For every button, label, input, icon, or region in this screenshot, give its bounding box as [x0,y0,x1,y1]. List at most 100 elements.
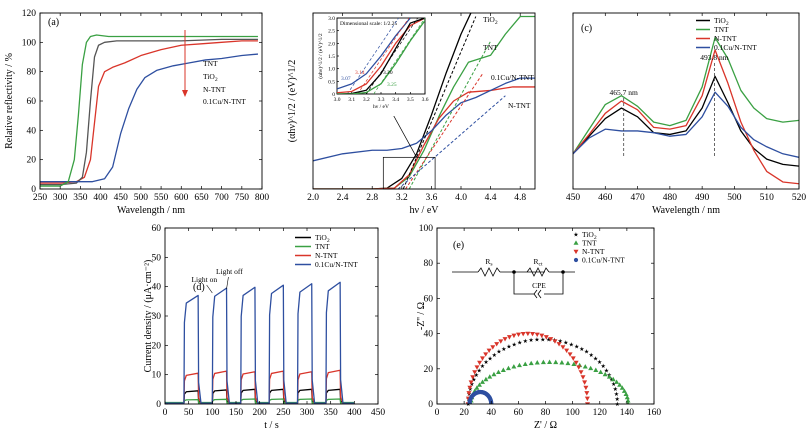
legend-label-TiO2: TiO2 [714,16,729,27]
triangle-up-marker [540,359,546,365]
triangle-up-marker [565,360,571,366]
series-line-N-TNT [573,49,799,185]
panel-a-x-tick-label: 350 [73,193,88,203]
triangle-down-marker [520,331,526,337]
triangle-down-marker [552,339,558,344]
panel-d-y-axis-label: Current density / (μA·cm⁻²) [143,260,154,373]
panel-e-x-tick-label: 100 [566,408,581,418]
legend-label-TNT: TNT [582,239,597,248]
triangle-down-marker [498,339,504,344]
legend-label-N-TNT: N-TNT [714,34,737,43]
inset-annotation: 3.25 [387,82,397,88]
panel-e-y-tick-label: 0 [428,400,433,410]
panel-c: 450 460 470 480 490 500 510 520 (c) Wavelength / … [566,12,806,216]
inset-x-tick-label: 3.4 [392,97,399,103]
peak-annotation-465: 465.7 nm [610,88,639,97]
panel-e-x-tick-label: 60 [514,408,524,418]
star-marker-icon: ★ [613,386,618,393]
star-marker-icon: ★ [604,367,609,374]
star-marker-icon: ★ [614,391,619,398]
triangle-up-marker [617,382,623,387]
legend-label-0.1Cu/N-TNT: 0.1Cu/N-TNT [203,97,246,106]
triangle-up-marker [588,365,594,371]
panel-e-x-axis-label: Z' / Ω [534,420,557,431]
triangle-up-marker [624,394,630,400]
inset-y-tick-label: 2.5 [328,29,335,35]
inset-x-tick-label: 3.5 [407,97,414,103]
star-marker-icon: ★ [487,355,492,362]
panel-a-label: (a) [48,17,59,28]
resistor-rct-icon [526,267,550,277]
panel-d-x-tick-label: 150 [229,408,244,418]
panel-e-frame [436,227,655,405]
triangle-up-marker [534,360,540,365]
legend-label-TNT: TNT [315,242,330,251]
panel-c-x-tick-label: 480 [663,193,678,203]
triangle-up-marker [559,360,565,365]
triangle-down-marker [567,352,573,357]
panel-d-y-tick-label: 50 [152,253,162,263]
panel-a-x-tick-label: 250 [33,193,48,203]
legend-label-TiO2: TiO2 [203,72,218,83]
triangle-down-marker [564,348,570,354]
triangle-down-marker [584,391,590,396]
triangle-up-marker [487,374,493,379]
series-line-N-TNT [40,53,259,183]
inset-y-tick-label: 1.0 [328,67,335,73]
triangle-up-marker [598,369,604,374]
triangle-down-marker [494,342,500,347]
circuit-label-rs: Rs [485,257,492,268]
triangle-down-marker [486,348,492,354]
panel-d-y-tick-label: 0 [156,400,161,410]
legend-label-TiO2: TiO2 [315,233,330,244]
star-marker-icon: ★ [476,367,481,374]
triangle-up-marker [491,371,497,377]
panel-b-x-tick-label: 2.4 [337,193,349,203]
inset-annotation: 3.14 [355,70,365,76]
star-marker-icon: ★ [611,381,616,388]
inset-x-axis-label: hν / eV [373,104,389,110]
star-marker-icon: ★ [558,338,563,345]
series-line-TNT [573,36,799,155]
triangle-up-marker [626,401,630,404]
panel-d-y-tick-label: 20 [152,341,162,351]
panel-b-x-tick-label: 3.2 [396,193,408,203]
panel-d-x-tick-label: 100 [205,408,220,418]
triangle-down-marker [576,365,582,370]
inset-x-tick-label: 3.0 [334,97,341,103]
panel-e-y-tick-label: 100 [419,224,434,234]
triangle-up-marker [516,362,522,368]
triangle-down-marker [585,402,591,404]
panel-b-x-tick-label: 2.8 [366,193,378,203]
triangle-down-marker [470,375,476,380]
panel-b-x-tick-label: 3.6 [425,193,437,203]
star-marker-icon: ★ [589,352,594,359]
legend-label-N-TNT: N-TNT [315,251,338,260]
legend-label-0.1Cu/N-TNT: 0.1Cu/N-TNT [582,256,625,265]
inset-y-tick-label: 0.5 [328,79,335,85]
inset-tangent-line [346,18,399,94]
panel-a-y-axis-label: Relative reflectivity / % [4,53,15,149]
star-marker-icon: ★ [512,341,517,348]
series-label-TiO2: TiO2 [483,15,498,26]
panel-a-x-tick-label: 750 [235,193,250,203]
panel-b-x-tick-label: 4.8 [514,193,526,203]
star-marker-icon: ★ [614,396,619,403]
panel-b-x-tick-label: 4.0 [455,193,467,203]
panel-a-x-tick-label: 800 [255,193,270,203]
panel-b-y-axis-label: (αhν)^1/2 / (eV)^1/2 [287,60,298,142]
panel-d-x-tick-label: 450 [371,408,386,418]
star-marker-icon: ★ [471,376,476,383]
cpe-element-icon [533,289,542,299]
triangle-down-marker [479,356,485,361]
inset-x-tick-label: 3.6 [422,97,429,103]
star-marker-icon: ★ [584,349,589,356]
star-marker-icon: ★ [597,359,602,366]
star-marker-icon: ★ [469,381,474,388]
star-marker-icon: ★ [523,338,528,345]
panel-d-x-tick-label: 0 [163,408,168,418]
star-marker-icon: ★ [540,336,545,343]
zoom-box [382,156,436,190]
triangle-down-marker [543,335,549,340]
